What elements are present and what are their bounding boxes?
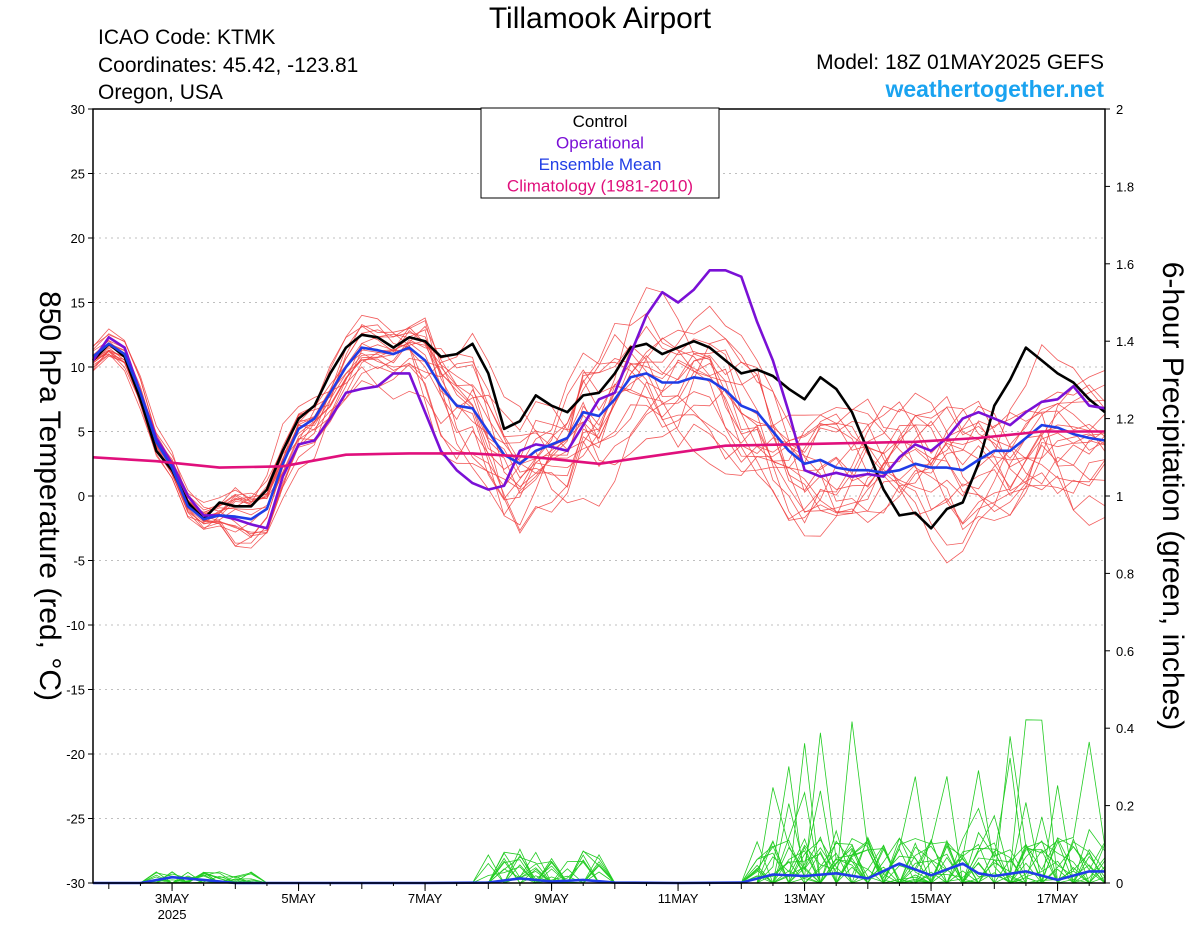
legend-entry: Control bbox=[573, 112, 628, 131]
region: Oregon, USA bbox=[98, 81, 223, 104]
right-axis: 2 1.8 1.6 1.4 1.2 1 0.8 0.6 0.4 0.2 0 bbox=[1105, 102, 1134, 891]
left-tick-label: -20 bbox=[66, 747, 85, 762]
left-tick-label: 25 bbox=[71, 167, 85, 182]
x-tick-sublabel: 2025 bbox=[158, 907, 187, 922]
temp-member-line bbox=[92, 325, 1106, 525]
legend-entry: Operational bbox=[556, 134, 644, 153]
temp-member-line bbox=[92, 332, 1106, 526]
precip-member-line bbox=[93, 787, 1106, 884]
left-tick-label: 30 bbox=[71, 102, 85, 117]
x-tick-label: 9MAY bbox=[534, 891, 569, 906]
right-tick-label: 0.4 bbox=[1116, 721, 1134, 736]
right-tick-label: 1.8 bbox=[1116, 179, 1134, 194]
legend-entry: Climatology (1981-2010) bbox=[507, 177, 693, 196]
temp-member-line bbox=[92, 325, 1106, 544]
left-tick-label: 5 bbox=[78, 425, 85, 440]
x-tick-label: 13MAY bbox=[784, 891, 826, 906]
control-line bbox=[92, 333, 1106, 530]
left-tick-label: -10 bbox=[66, 618, 85, 633]
left-tick-label: 10 bbox=[71, 360, 85, 375]
temp-member-line bbox=[92, 325, 1106, 517]
x-tick-label: 15MAY bbox=[910, 891, 952, 906]
x-tick-label: 7MAY bbox=[408, 891, 443, 906]
temp-member-line bbox=[92, 314, 1106, 564]
left-tick-label: -5 bbox=[73, 554, 85, 569]
temp-member-line bbox=[92, 329, 1106, 538]
temp-member-line bbox=[92, 338, 1106, 530]
left-tick-label: 15 bbox=[71, 296, 85, 311]
x-tick-label: 5MAY bbox=[281, 891, 316, 906]
climatology-1981-2010-line bbox=[92, 430, 1105, 469]
coordinates: Coordinates: 45.42, -123.81 bbox=[98, 54, 359, 77]
left-tick-label: 0 bbox=[78, 489, 85, 504]
ensemble-members bbox=[92, 287, 1106, 885]
left-tick-label: -25 bbox=[66, 812, 85, 827]
operational-line bbox=[91, 268, 1106, 530]
legend-entry: Ensemble Mean bbox=[539, 155, 662, 174]
site-link[interactable]: weathertogether.net bbox=[885, 76, 1104, 102]
temp-member-line bbox=[92, 326, 1106, 524]
left-axis-label: 850 hPa Temperature (red, °C) bbox=[33, 291, 66, 701]
left-axis: 30 25 20 15 10 5 0 -5 -10 -15 -20 -25 -30 bbox=[66, 102, 93, 891]
left-tick-label: 20 bbox=[71, 231, 85, 246]
temp-member-line bbox=[92, 287, 1106, 537]
x-tick-label: 11MAY bbox=[658, 891, 699, 906]
precip-member-line bbox=[93, 841, 1105, 884]
model-run: Model: 18Z 01MAY2025 GEFS bbox=[816, 51, 1104, 74]
left-tick-label: -30 bbox=[66, 876, 85, 891]
right-tick-label: 1.2 bbox=[1116, 412, 1134, 427]
right-tick-label: 1.4 bbox=[1116, 334, 1134, 349]
right-tick-label: 0.2 bbox=[1116, 799, 1134, 814]
right-tick-label: 1 bbox=[1116, 489, 1123, 504]
right-axis-label: 6-hour Precipitation (green, inches) bbox=[1156, 262, 1189, 731]
x-tick-label: 3MAY bbox=[155, 891, 190, 906]
icao-code: ICAO Code: KTMK bbox=[98, 26, 276, 49]
right-tick-label: 2 bbox=[1116, 102, 1123, 117]
left-tick-label: -15 bbox=[66, 683, 85, 698]
ensemble-mean-line bbox=[92, 342, 1106, 521]
legend: Control Operational Ensemble Mean Climatolo… bbox=[480, 107, 720, 199]
right-tick-label: 0 bbox=[1116, 876, 1123, 891]
right-tick-label: 0.6 bbox=[1116, 644, 1134, 659]
right-tick-label: 1.6 bbox=[1116, 257, 1134, 272]
chart-title: Tillamook Airport bbox=[488, 2, 712, 35]
x-tick-label: 17MAY bbox=[1037, 891, 1079, 906]
series-lines bbox=[91, 268, 1106, 885]
legend-box bbox=[480, 107, 720, 199]
right-tick-label: 0.8 bbox=[1116, 566, 1134, 581]
